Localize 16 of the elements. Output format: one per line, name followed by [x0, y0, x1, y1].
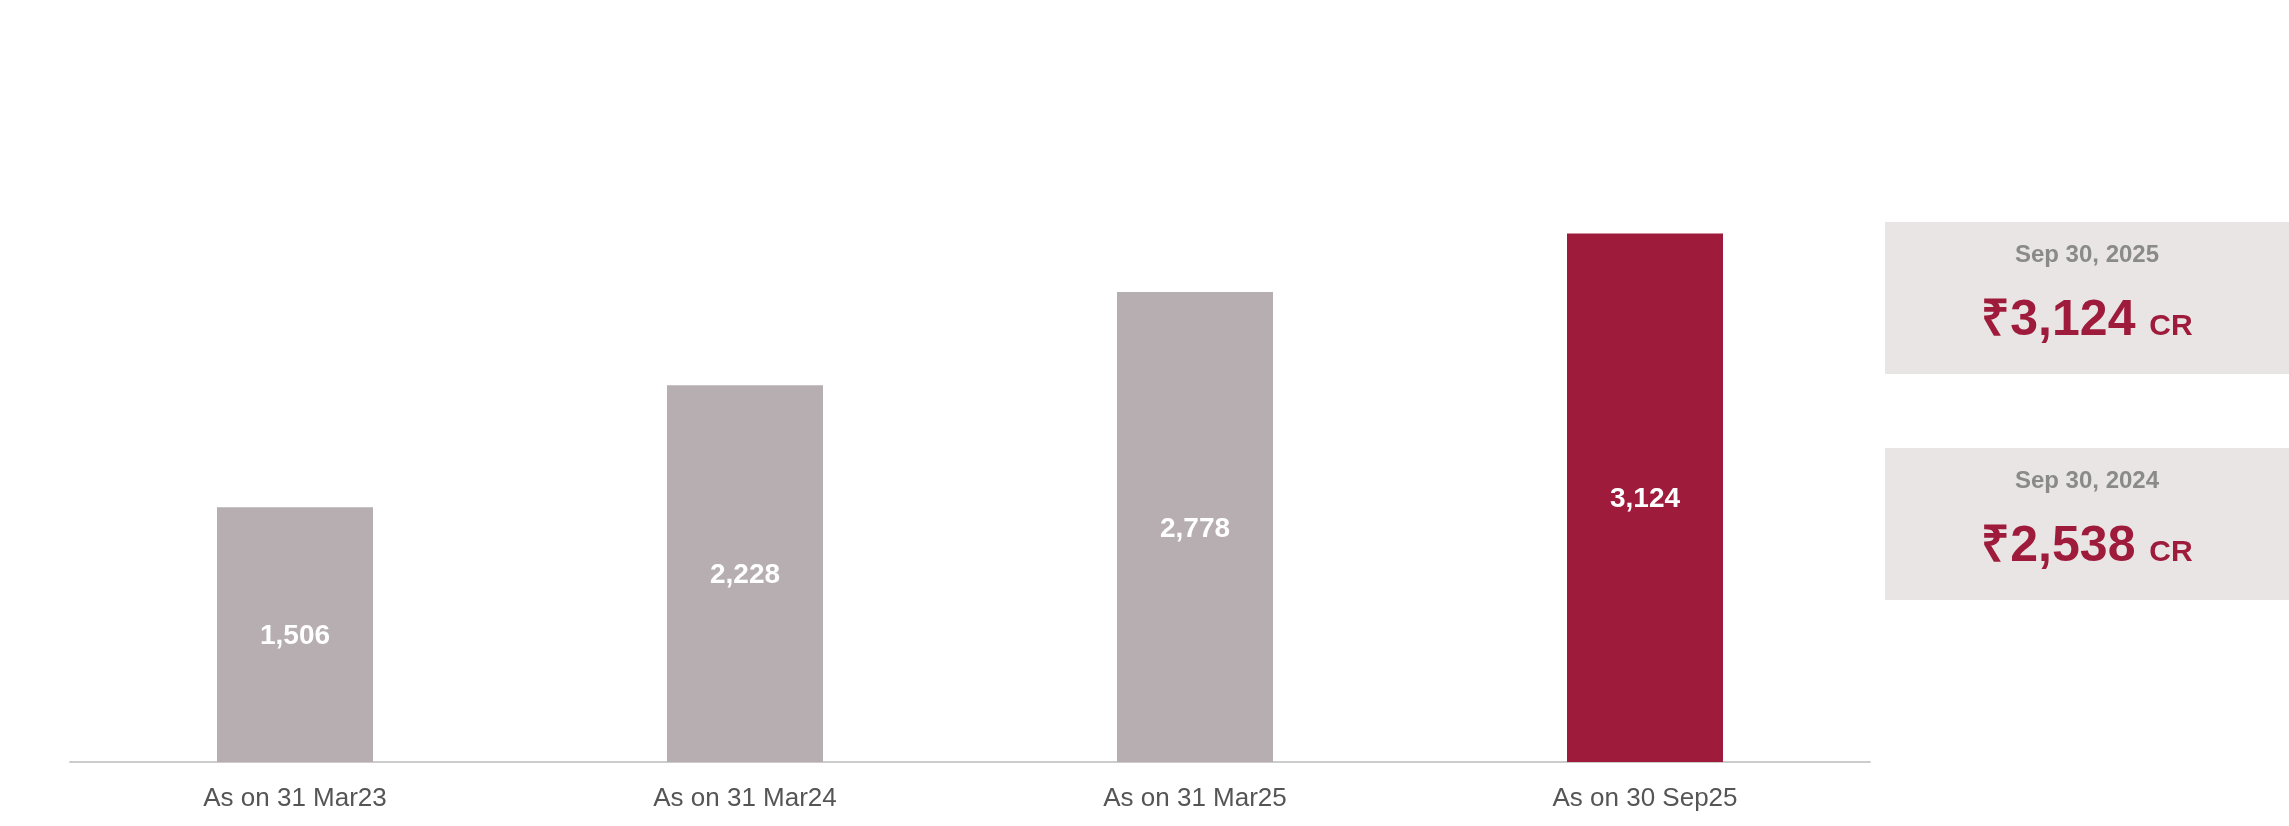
x-tick-label: As on 31 Mar23 — [203, 782, 387, 812]
data-label: 2,778 — [1159, 511, 1231, 543]
text: Sep 30, 2024 — [2013, 466, 2161, 494]
bar — [667, 385, 823, 762]
data-label: 1,506 — [259, 619, 331, 651]
x-tick-label: As on 31 Mar25 — [1103, 782, 1287, 812]
text: ₹2,538 CR — [1980, 515, 2194, 574]
bar — [1117, 292, 1273, 762]
data-label: 3,124 — [1609, 482, 1681, 514]
text: ₹3,124 CR — [1980, 289, 2194, 348]
x-tick-label: As on 30 Sep25 — [1552, 782, 1738, 812]
x-tick-label: As on 31 Mar24 — [653, 782, 837, 812]
bar — [1567, 233, 1723, 762]
bar — [217, 507, 373, 762]
text: Sep 30, 2025 — [2013, 240, 2161, 268]
data-label: 2,228 — [709, 558, 781, 590]
